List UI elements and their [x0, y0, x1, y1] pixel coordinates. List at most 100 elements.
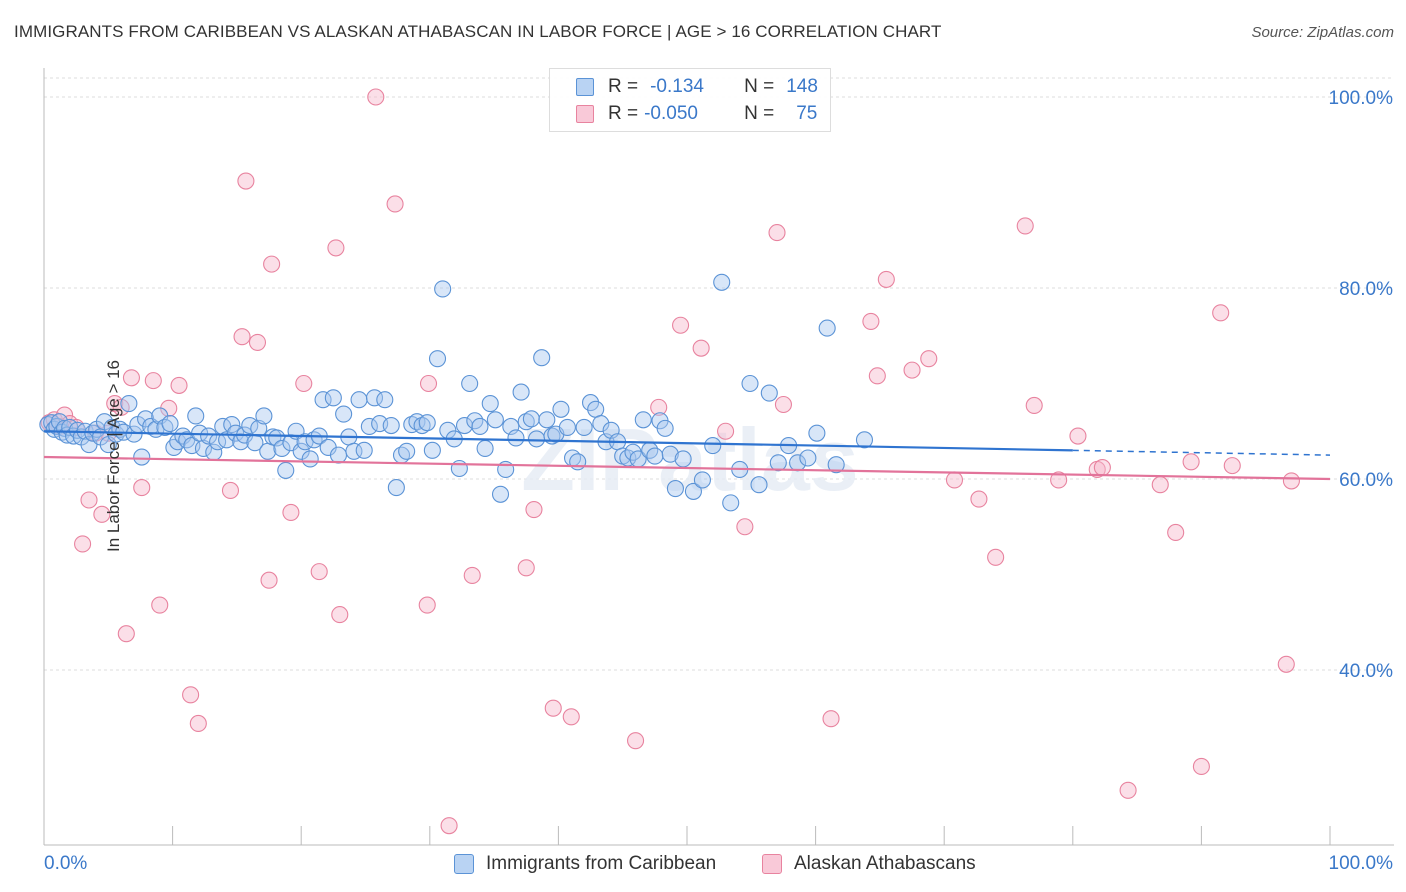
data-point: [774, 395, 793, 414]
data-point: [133, 479, 151, 497]
data-point: [717, 422, 735, 440]
data-point: [650, 398, 668, 416]
data-point: [1182, 453, 1200, 471]
data-point: [634, 411, 652, 429]
data-point: [382, 416, 400, 435]
data-point: [522, 410, 540, 428]
data-point: [646, 447, 664, 465]
data-point: [223, 416, 241, 434]
series-alaskan-athabascans: [40, 88, 1300, 835]
legend-r-value: -0.050: [644, 103, 698, 124]
data-point: [587, 400, 605, 418]
data-point: [93, 505, 111, 523]
data-point: [558, 418, 576, 436]
watermark: ZIPatlas: [521, 410, 858, 509]
data-point: [525, 501, 543, 519]
axes: [43, 68, 1394, 846]
data-point: [562, 708, 580, 726]
data-point: [945, 471, 964, 489]
data-point: [461, 374, 479, 393]
data-point: [862, 312, 880, 330]
data-point: [255, 407, 273, 425]
data-point: [1223, 457, 1241, 475]
y-tick-label: 40.0%: [1339, 661, 1393, 682]
data-point: [1277, 655, 1295, 673]
data-point: [182, 686, 200, 704]
legend-n-label: N =: [744, 76, 775, 97]
trend-line-caribbean: [43, 430, 1073, 452]
data-point: [656, 419, 674, 437]
data-point: [301, 450, 319, 468]
data-point: [74, 535, 92, 553]
trend-line-athabascan: [43, 455, 1331, 481]
data-point: [327, 239, 345, 257]
data-point: [855, 431, 874, 449]
data-point: [367, 88, 385, 106]
data-point: [768, 224, 786, 242]
data-point: [350, 391, 368, 409]
data-point: [868, 367, 886, 385]
data-point: [1119, 781, 1137, 799]
data-point: [920, 350, 938, 368]
bottom-legend-swatch-pink: [762, 854, 782, 874]
data-point: [736, 518, 754, 536]
data-point: [592, 415, 610, 433]
data-point: [376, 391, 394, 409]
data-point: [713, 273, 731, 291]
data-point: [661, 445, 679, 463]
data-point: [527, 430, 546, 448]
data-point: [331, 606, 349, 624]
data-point: [722, 494, 740, 512]
data-point: [187, 407, 205, 425]
data-point: [450, 459, 468, 478]
data-point: [627, 732, 645, 750]
data-point: [471, 417, 489, 436]
data-point: [314, 391, 332, 409]
data-point: [112, 398, 130, 416]
data-point: [418, 414, 436, 432]
data-point: [151, 596, 169, 614]
data-point: [386, 195, 404, 213]
data-point: [237, 172, 255, 190]
data-point: [507, 429, 525, 447]
data-point: [741, 374, 759, 393]
data-point: [218, 431, 236, 449]
data-point: [1167, 523, 1185, 542]
data-point: [987, 548, 1005, 566]
data-point: [463, 566, 481, 585]
data-point: [491, 485, 510, 503]
data-point: [434, 280, 452, 298]
data-point: [569, 453, 587, 471]
data-point: [200, 427, 218, 445]
data-point: [486, 411, 504, 429]
grid-lines: [44, 77, 1394, 671]
data-point: [122, 369, 140, 387]
data-point: [970, 490, 988, 508]
data-point: [282, 503, 300, 521]
y-axis-label: In Labor Force | Age > 16: [104, 359, 124, 553]
legend-r-value: -0.134: [650, 76, 704, 97]
data-point: [260, 571, 278, 589]
legend-r-label: R =: [608, 76, 639, 97]
chart-title: IMMIGRANTS FROM CARIBBEAN VS ALASKAN ATH…: [14, 22, 942, 41]
data-point: [248, 333, 267, 351]
data-point: [428, 350, 447, 368]
data-point: [1093, 458, 1111, 477]
data-point: [818, 319, 836, 337]
data-point: [1212, 304, 1230, 322]
data-point: [144, 372, 162, 390]
data-point: [1069, 427, 1087, 445]
data-point: [1025, 396, 1043, 415]
series-immigrants-from-caribbean: [39, 273, 874, 512]
data-point: [324, 389, 342, 407]
bottom-legend-swatch-blue: [454, 854, 474, 874]
data-point: [440, 817, 458, 835]
data-point: [189, 714, 207, 733]
legend-n-value: 75: [796, 103, 818, 124]
data-point: [552, 400, 570, 418]
data-point: [335, 405, 353, 423]
trend-line-caribbean-extension: [1072, 449, 1331, 456]
data-point: [423, 441, 441, 459]
y-tick-label: 60.0%: [1339, 470, 1393, 491]
